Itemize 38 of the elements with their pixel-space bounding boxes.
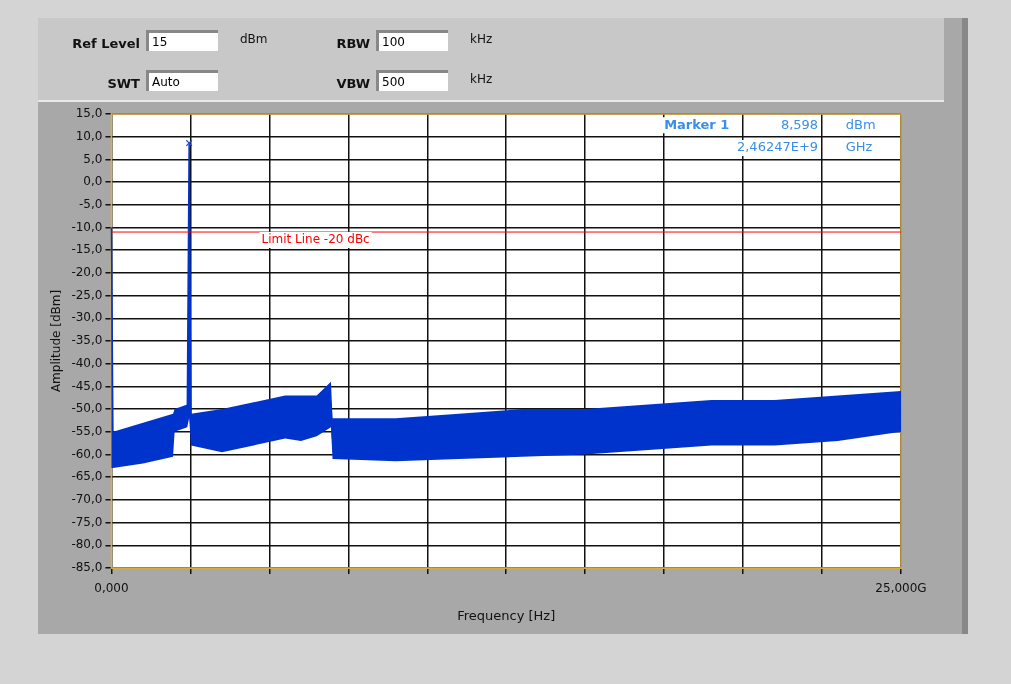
text: dBm bbox=[240, 32, 268, 46]
y-tick-label: -85,0 bbox=[71, 560, 103, 575]
text: RBW bbox=[335, 36, 370, 51]
y-tick-label: -55,0 bbox=[71, 423, 103, 438]
text: VBW bbox=[335, 76, 370, 91]
y-tick-label: -70,0 bbox=[71, 492, 103, 507]
y-tick-label: -50,0 bbox=[71, 401, 103, 416]
ref-line-label: Limit Line -20 dBc bbox=[261, 232, 370, 247]
x-tick-label: 0,000 bbox=[94, 581, 129, 596]
annotation: 8,598 bbox=[780, 116, 819, 132]
text: kHz bbox=[470, 32, 493, 46]
x-axis-title: Frequency [Hz] bbox=[457, 607, 556, 623]
y-axis-title: Amplitude [dBm] bbox=[49, 289, 64, 393]
text: Ref Level bbox=[71, 36, 140, 51]
annotation: dBm bbox=[845, 116, 876, 132]
annotation: Marker 1 bbox=[664, 116, 730, 132]
y-tick-label: -65,0 bbox=[71, 469, 103, 484]
y-tick-label: -40,0 bbox=[71, 355, 103, 370]
y-tick-label: -5,0 bbox=[79, 196, 103, 211]
y-tick-label: -20,0 bbox=[71, 265, 103, 280]
y-tick-label: -75,0 bbox=[71, 514, 103, 529]
annotation: GHz bbox=[845, 139, 873, 155]
y-tick-label: 10,0 bbox=[75, 128, 103, 143]
y-tick-label: -10,0 bbox=[71, 219, 103, 234]
y-tick-label: -30,0 bbox=[71, 310, 103, 325]
y-tick-label: -45,0 bbox=[71, 378, 103, 393]
y-tick-label: -25,0 bbox=[71, 287, 103, 302]
y-tick-label: -80,0 bbox=[71, 537, 103, 552]
annotation: 2,46247E+9 bbox=[736, 139, 819, 155]
y-tick-label: 15,0 bbox=[75, 106, 103, 121]
y-tick-label: -15,0 bbox=[71, 242, 103, 257]
y-tick-label: -60,0 bbox=[71, 446, 103, 461]
y-tick-label: -35,0 bbox=[71, 333, 103, 348]
text: kHz bbox=[470, 72, 493, 86]
y-tick-label: 0,0 bbox=[83, 174, 103, 189]
y-tick-label: 5,0 bbox=[83, 151, 103, 166]
x-tick-label: 25,000G bbox=[875, 581, 927, 596]
text: SWT bbox=[106, 76, 140, 91]
